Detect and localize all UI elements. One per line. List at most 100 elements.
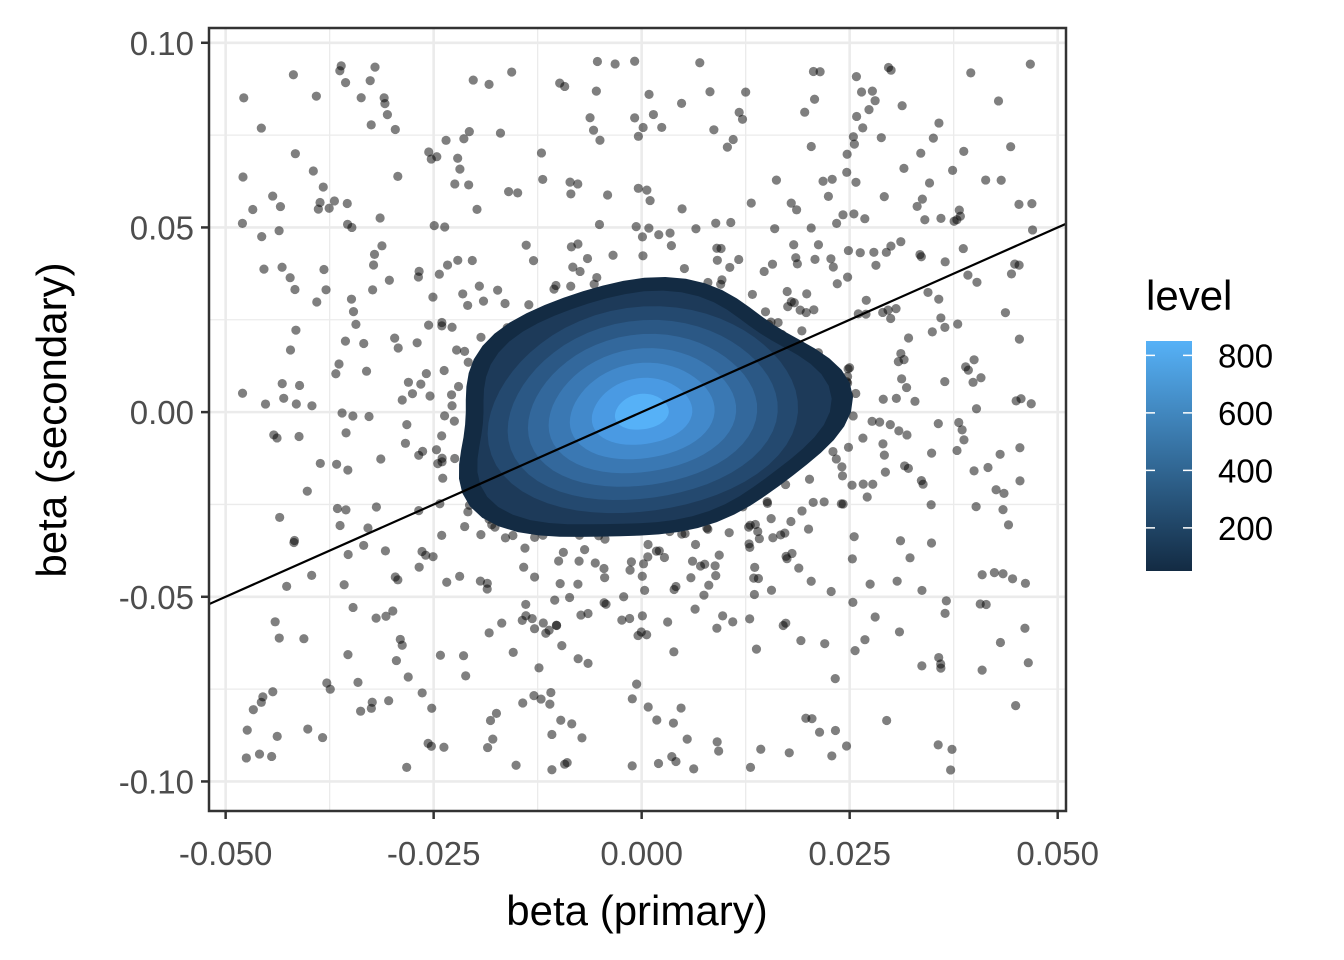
scatter-point — [644, 89, 654, 99]
scatter-point — [968, 377, 978, 387]
scatter-point — [644, 223, 654, 233]
scatter-point — [574, 556, 584, 566]
scatter-point — [348, 602, 358, 613]
scatter-point — [324, 203, 334, 213]
scatter-point — [910, 396, 920, 406]
scatter-point — [521, 599, 531, 610]
scatter-point — [642, 185, 652, 195]
scatter-point — [841, 741, 852, 751]
scatter-point — [1015, 476, 1025, 486]
scatter-point — [850, 645, 860, 656]
scatter-point — [870, 96, 880, 106]
scatter-point — [768, 533, 778, 543]
scatter-point — [285, 273, 295, 283]
scatter-point — [566, 242, 576, 252]
scatter-point — [691, 224, 701, 234]
scatter-point — [1027, 199, 1037, 209]
scatter-point — [455, 164, 465, 174]
scatter-point — [536, 694, 546, 704]
scatter-point — [949, 216, 959, 226]
scatter-point — [665, 228, 675, 238]
scatter-point — [536, 148, 547, 158]
scatter-point — [762, 498, 773, 508]
legend-label: 200 — [1218, 510, 1273, 547]
scatter-point — [640, 585, 650, 595]
scatter-point — [916, 148, 926, 158]
scatter-point — [705, 87, 715, 97]
scatter-point — [1003, 520, 1014, 530]
scatter-point — [996, 175, 1006, 185]
scatter-point — [842, 167, 852, 177]
scatter-point — [484, 628, 494, 638]
scatter-point — [241, 753, 251, 763]
scatter-point — [441, 135, 451, 145]
scatter-point — [363, 523, 373, 533]
scatter-point — [390, 333, 400, 343]
scatter-point — [771, 175, 782, 185]
scatter-point — [940, 322, 950, 333]
scatter-point — [637, 232, 648, 242]
scatter-point — [860, 635, 870, 645]
scatter-point — [384, 696, 394, 706]
scatter-point — [806, 141, 816, 152]
scatter-point — [654, 546, 664, 556]
scatter-point — [254, 749, 265, 759]
scatter-point — [934, 294, 944, 304]
scatter-point — [940, 608, 950, 618]
scatter-point — [927, 448, 937, 458]
scatter-point — [896, 237, 906, 247]
scatter-point — [902, 430, 912, 440]
y-tick-label: -0.05 — [119, 579, 194, 616]
scatter-point — [428, 292, 438, 302]
scatter-point — [608, 250, 618, 260]
scatter-point — [368, 260, 379, 270]
scatter-point — [875, 417, 885, 427]
scatter-point — [575, 266, 585, 277]
scatter-point — [711, 571, 721, 581]
scatter-point — [832, 218, 842, 228]
scatter-point — [483, 742, 493, 753]
scatter-point — [792, 259, 802, 269]
scatter-point — [318, 182, 328, 192]
scatter-point — [331, 369, 341, 379]
scatter-point — [371, 502, 381, 512]
scatter-point — [941, 596, 951, 606]
scatter-point — [759, 266, 769, 277]
scatter-point — [858, 123, 868, 133]
scatter-point — [379, 93, 389, 103]
scatter-point — [440, 222, 450, 232]
scatter-point — [858, 479, 868, 489]
legend-colorbar — [1146, 341, 1192, 571]
scatter-point — [794, 563, 804, 573]
scatter-point — [940, 376, 950, 387]
scatter-point — [894, 627, 905, 637]
scatter-point — [450, 453, 460, 464]
scatter-point — [899, 163, 909, 173]
scatter-point — [377, 241, 387, 251]
scatter-point — [954, 417, 964, 428]
scatter-point — [746, 198, 756, 208]
scatter-point — [291, 325, 301, 335]
scatter-point — [434, 269, 444, 279]
scatter-point — [270, 617, 280, 627]
scatter-point — [564, 592, 575, 603]
scatter-point — [417, 688, 427, 698]
scatter-point — [453, 381, 464, 392]
scatter-point — [565, 177, 575, 187]
scatter-point — [710, 561, 720, 571]
scatter-point — [573, 654, 583, 664]
scatter-point — [343, 465, 353, 475]
scatter-point — [657, 122, 667, 133]
scatter-point — [971, 404, 982, 414]
scatter-point — [653, 758, 664, 769]
scatter-point — [801, 307, 811, 318]
legend: level 800 600 400 200 — [1146, 272, 1273, 571]
scatter-point — [467, 255, 477, 266]
scatter-point — [529, 691, 539, 701]
scatter-point — [725, 262, 735, 273]
scatter-point — [458, 651, 469, 661]
scatter-point — [690, 604, 700, 614]
scatter-point — [849, 139, 859, 149]
scatter-point — [745, 614, 755, 624]
scatter-point — [520, 543, 530, 553]
